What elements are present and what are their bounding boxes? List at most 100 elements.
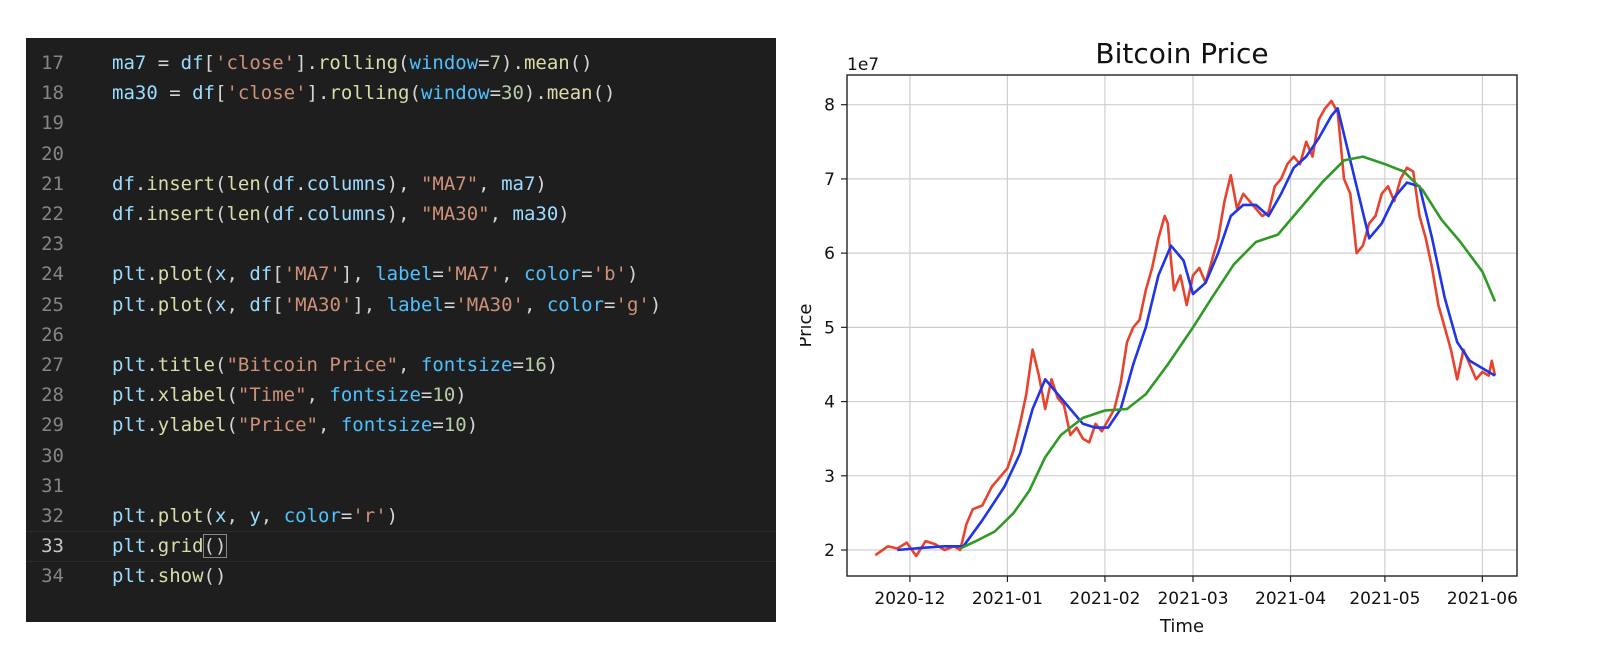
code-line[interactable]: 23 [26,229,776,260]
code-token: mean [523,52,570,74]
line-number: 22 [41,203,64,225]
code-line[interactable]: 22 df.insert(len(df.columns), "MA30", ma3… [26,199,776,230]
code-token: . [134,203,147,225]
code-line[interactable]: 34 plt.show() [26,561,776,592]
line-number: 20 [41,142,64,165]
price-series-line [874,99,1497,558]
line-number: 24 [41,263,64,286]
code-token: 'MA30' [455,293,524,316]
code-line[interactable]: 25 plt.plot(x, df['MA30'], label='MA30', … [26,290,776,321]
code-token: df [249,263,273,286]
y-tick-label: 7 [824,170,835,190]
code-token: ( [214,354,227,376]
code-line[interactable]: 27 plt.title("Bitcoin Price", fontsize=16… [26,350,776,381]
code-token: = [581,263,593,286]
code-token: rolling [317,52,399,74]
code-token: ma30 [512,203,559,225]
code-token: 16 [523,354,547,376]
code-token: [ [214,82,227,105]
code-token: len [226,203,261,225]
code-token: color [283,505,341,527]
code-token: . [295,172,307,195]
code-token: = [478,52,490,74]
code-line[interactable]: 26 [26,320,776,351]
code-token: , [306,384,330,407]
code-text: plt.show() [112,561,226,592]
code-token: columns [306,203,387,225]
code-token: xlabel [157,384,227,407]
bitcoin-price-chart: 2020-12 2021-01 2021-02 2021-03 2021-04 2021-… [800,37,1518,637]
code-token: ( [203,293,215,316]
line-number: 25 [41,293,64,316]
code-line[interactable]: 20 [26,139,776,170]
code-text: df.insert(len(df.columns), "MA7", ma7) [112,169,547,200]
code-token: , [226,505,250,527]
code-token: ( [260,203,273,225]
code-token: fontsize [329,384,421,407]
code-token: ) [535,172,547,195]
line-number: 18 [41,82,64,105]
code-token: ). [501,52,524,74]
code-token: ma7 [501,172,536,195]
code-token: x [215,293,227,316]
code-token: [ [272,263,284,286]
x-tick-label: 2021-04 [1255,589,1326,609]
code-token: plt [112,384,147,407]
code-text: plt.plot(x, df['MA7'], label='MA7', colo… [112,259,638,290]
code-token: df [272,172,296,195]
code-token: 'MA7' [443,263,502,286]
code-token: 'MA30' [283,293,353,316]
code-token: df [180,52,204,74]
code-line[interactable]: 21 df.insert(len(df.columns), "MA7", ma7) [26,169,776,200]
x-tick-label: 2021-01 [972,589,1043,609]
code-token: len [226,172,261,195]
code-token: plot [157,293,204,316]
code-token: label [375,263,433,286]
code-token: ma7 [112,52,147,74]
code-token: ]. [306,82,330,105]
line-number: 27 [41,354,64,376]
code-token: = [432,263,444,286]
code-token: df [249,293,273,316]
code-line[interactable]: 28 plt.xlabel("Time", fontsize=10) [26,380,776,411]
code-line[interactable]: 32 plt.plot(x, y, color='r') [26,501,776,532]
code-line[interactable]: 33 plt.grid() [26,531,776,563]
code-token: insert [146,203,215,225]
code-token: "Price" [237,414,318,437]
code-token: ( [260,172,273,195]
code-token: ), [386,203,421,225]
code-line[interactable]: 31 [26,471,776,502]
code-token: = [432,414,444,437]
code-token: () [569,52,593,74]
x-axis-label: Time [1159,616,1204,637]
code-token: "MA7" [420,172,479,195]
code-token: , [501,263,524,286]
code-token: ) [626,263,639,286]
code-token: () [592,82,616,105]
line-number: 21 [41,172,64,195]
code-token: y [249,505,261,527]
code-token: ), [386,172,421,195]
code-token: ], [352,293,387,316]
line-number: 33 [41,535,64,558]
code-token: plot [157,505,204,527]
code-token: df [192,82,215,105]
code-token: . [146,535,158,558]
code-token: fontsize [420,354,513,376]
code-token: . [146,565,158,588]
code-text: plt.plot(x, y, color='r') [112,501,398,532]
x-tick-label: 2021-03 [1157,589,1228,609]
code-token: columns [306,172,387,195]
line-number: 29 [41,414,64,437]
code-text: plt.title("Bitcoin Price", fontsize=16) [112,350,558,381]
code-line[interactable]: 29 plt.ylabel("Price", fontsize=10) [26,410,776,441]
code-line[interactable]: 19 [26,108,776,139]
code-token: () [203,565,227,588]
code-token: , [226,293,250,316]
code-editor[interactable]: 17 ma7 = df['close'].rolling(window=7).me… [26,38,776,622]
x-tick-label: 2020-12 [874,589,945,609]
code-line[interactable]: 30 [26,441,776,472]
code-line[interactable]: 24 plt.plot(x, df['MA7'], label='MA7', co… [26,259,776,290]
code-line[interactable]: 18 ma30 = df['close'].rolling(window=30).… [26,78,776,109]
code-line[interactable]: 17 ma7 = df['close'].rolling(window=7).me… [26,48,776,79]
